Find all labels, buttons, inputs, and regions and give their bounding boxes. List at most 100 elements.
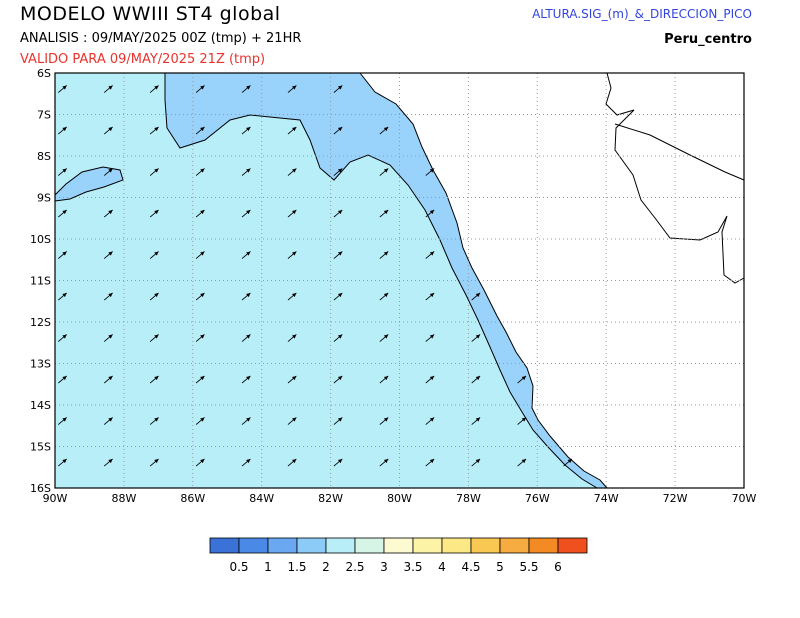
peak-direction-arrow [425, 209, 435, 218]
legend-swatch [238, 537, 269, 554]
legend-label: 6 [554, 560, 562, 574]
latitude-labels: 6S 7S 8S 9S 10S 11S 12S 13S 14S 15S 16S [30, 67, 51, 495]
peak-direction-arrow [57, 168, 68, 176]
peak-direction-arrows [57, 85, 573, 467]
peak-direction-arrow [149, 126, 159, 135]
peak-direction-arrow [517, 417, 527, 425]
peak-direction-arrow [425, 334, 435, 342]
sea-coastal-zone [55, 167, 123, 201]
peak-direction-arrow [471, 375, 481, 384]
peak-direction-arrow [57, 375, 68, 384]
peak-direction-arrow [379, 375, 389, 384]
peak-direction-arrow [241, 168, 251, 176]
inland-boundary [605, 72, 745, 284]
peak-direction-arrow [287, 251, 297, 259]
legend-swatch [557, 537, 588, 554]
peak-direction-arrow [287, 375, 297, 384]
island-contour [54, 166, 124, 202]
peak-direction-arrow [287, 85, 297, 93]
legend-label: 3.5 [403, 560, 422, 574]
peak-direction-arrow [103, 85, 113, 93]
legend-label: 5.5 [519, 560, 538, 574]
peak-direction-arrow [287, 168, 297, 176]
peak-direction-arrow [103, 168, 113, 176]
peak-direction-arrow [241, 209, 251, 218]
legend-swatch [354, 537, 385, 554]
peak-direction-arrow [57, 251, 68, 259]
legend-swatch [267, 537, 298, 554]
legend-swatch [296, 537, 327, 554]
peak-direction-arrow [241, 417, 251, 425]
peak-direction-arrow [57, 209, 68, 218]
peak-direction-arrow [103, 126, 113, 135]
legend-label: 4.5 [461, 560, 480, 574]
latitude-label: 7S [37, 109, 51, 122]
peak-direction-arrow [471, 417, 481, 425]
peak-direction-arrow [379, 334, 389, 342]
latitude-label: 9S [37, 192, 51, 205]
latitude-label: 8S [37, 150, 51, 163]
legend-swatch [412, 537, 443, 554]
longitude-label: 78W [456, 492, 481, 505]
peak-direction-arrow [379, 251, 389, 259]
colorbar-legend: 0.5 1 1.5 2 2.5 3 3.5 4 4.5 5 5.5 6 [209, 537, 588, 574]
longitude-label: 72W [663, 492, 688, 505]
peak-direction-arrow [149, 417, 159, 425]
peak-direction-arrow [333, 85, 343, 93]
variable-name: ALTURA.SIG_(m)_&_DIRECCION_PICO [532, 7, 752, 21]
peak-direction-arrow [149, 168, 159, 176]
peak-direction-arrow [379, 292, 389, 301]
peak-direction-arrow [333, 251, 343, 259]
longitude-label: 80W [387, 492, 412, 505]
coastlines [54, 72, 745, 489]
legend-swatch [383, 537, 414, 554]
peak-direction-arrow [195, 126, 205, 135]
peak-direction-arrow [425, 292, 435, 301]
peak-direction-arrow [333, 292, 343, 301]
legend-swatch [441, 537, 472, 554]
peak-direction-arrow [103, 375, 113, 384]
peak-direction-arrow [241, 251, 251, 259]
peak-direction-arrow [241, 85, 251, 93]
peak-direction-arrow [241, 126, 251, 135]
peak-direction-arrow [287, 292, 297, 301]
peak-direction-arrow [195, 334, 205, 342]
map-frame [54, 72, 745, 489]
peak-direction-arrow [241, 375, 251, 384]
longitude-label: 88W [111, 492, 136, 505]
region-name: Peru_centro [664, 32, 752, 47]
peak-direction-arrow [241, 292, 251, 301]
peak-direction-arrow [425, 251, 435, 259]
peak-direction-arrow [149, 458, 159, 467]
peak-direction-arrow [103, 458, 113, 467]
peak-direction-arrow [425, 168, 435, 176]
peak-direction-arrow [563, 458, 573, 467]
shelf-contour [164, 73, 598, 489]
peak-direction-arrow [379, 417, 389, 425]
peak-direction-arrow [287, 458, 297, 467]
longitude-labels: 90W 88W 86W 84W 82W 80W 78W 76W 74W 72W 70W [43, 492, 757, 505]
peak-direction-arrow [333, 375, 343, 384]
latitude-label: 10S [30, 233, 51, 246]
peak-direction-arrow [57, 292, 68, 301]
peak-direction-arrow [425, 417, 435, 425]
peak-direction-arrow [195, 85, 205, 93]
peak-direction-arrow [333, 126, 343, 135]
legend-label: 2.5 [345, 560, 364, 574]
longitude-label: 84W [249, 492, 274, 505]
latitude-label: 16S [30, 482, 51, 495]
peak-direction-arrow [517, 458, 527, 467]
peak-direction-arrow [103, 209, 113, 218]
peak-direction-arrow [149, 251, 159, 259]
longitude-label: 70W [732, 492, 757, 505]
peak-direction-arrow [241, 458, 251, 467]
peak-direction-arrow [149, 375, 159, 384]
latitude-label: 6S [37, 67, 51, 80]
peak-direction-arrow [195, 417, 205, 425]
legend-label: 5 [496, 560, 504, 574]
peak-direction-arrow [471, 458, 481, 467]
peak-direction-arrow [149, 85, 159, 93]
peak-direction-arrow [149, 209, 159, 218]
peak-direction-arrow [379, 126, 389, 135]
